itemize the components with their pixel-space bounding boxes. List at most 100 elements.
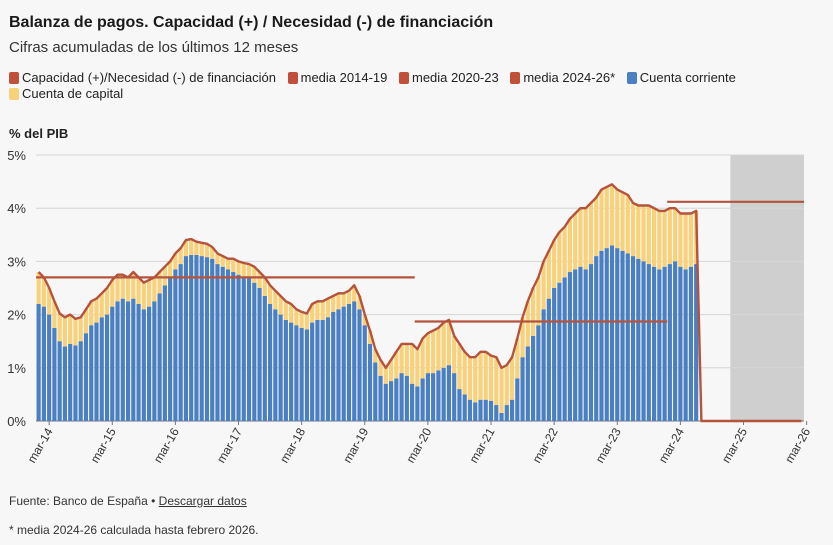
bar-cuenta-corriente [336, 309, 341, 421]
bar-cuenta-corriente [215, 264, 220, 421]
bar-cuenta-corriente [536, 325, 541, 421]
bar-cuenta-capital [473, 357, 478, 403]
bar-cuenta-capital [120, 274, 125, 299]
bar-cuenta-capital [531, 288, 536, 336]
legend-item-media-2020-23[interactable]: media 2020-23 [398, 70, 499, 86]
y-tick-label: 0% [7, 414, 26, 429]
bar-cuenta-corriente [573, 269, 578, 421]
bar-cuenta-capital [310, 303, 315, 323]
bar-cuenta-capital [394, 351, 399, 379]
bar-cuenta-capital [320, 301, 325, 320]
bar-cuenta-corriente [457, 389, 462, 421]
bar-cuenta-capital [646, 205, 651, 265]
bar-cuenta-capital [168, 261, 173, 278]
bar-cuenta-capital [462, 351, 467, 395]
legend-item-cuenta-corriente[interactable]: Cuenta corriente [626, 70, 736, 86]
bar-cuenta-capital [68, 314, 73, 344]
bar-cuenta-capital [641, 205, 646, 262]
bar-cuenta-corriente [578, 266, 583, 421]
bar-cuenta-corriente [141, 309, 146, 421]
bar-cuenta-capital [104, 288, 110, 315]
download-data-link[interactable]: Descargar datos [158, 494, 247, 508]
bar-cuenta-corriente [115, 301, 120, 421]
bar-cuenta-capital [404, 343, 409, 376]
bar-cuenta-corriente [694, 264, 699, 421]
legend-swatch [9, 72, 19, 84]
bar-cuenta-corriente [436, 370, 441, 421]
bar-cuenta-corriente [467, 399, 473, 421]
bar-cuenta-capital [636, 205, 641, 259]
bar-cuenta-capital [252, 266, 257, 283]
bar-cuenta-capital [125, 277, 131, 302]
bar-cuenta-corriente [620, 250, 625, 421]
bar-cuenta-capital [562, 226, 567, 278]
bar-cuenta-corriente [331, 311, 336, 421]
bar-cuenta-capital [236, 261, 241, 275]
bar-cuenta-capital [609, 184, 615, 246]
x-tick-label: mar-25 [719, 425, 750, 465]
bar-cuenta-capital [536, 277, 541, 326]
bar-cuenta-corriente [388, 381, 394, 421]
bar-cuenta-corriente [268, 303, 273, 421]
bar-cuenta-corriente [678, 266, 683, 421]
x-tick-label: mar-22 [530, 425, 561, 465]
legend: Capacidad (+)/Necesidad (-) de financiac… [9, 70, 769, 102]
y-tick-label: 5% [7, 148, 26, 163]
chart-subtitle: Cifras acumuladas de los últimos 12 mese… [9, 39, 299, 56]
bar-cuenta-capital [625, 194, 630, 254]
bar-cuenta-corriente [688, 266, 693, 421]
bar-cuenta-corriente [546, 298, 551, 421]
legend-item-media-2024-26[interactable]: media 2024-26* [510, 70, 615, 86]
bar-cuenta-capital [299, 311, 304, 328]
bar-cuenta-capital [504, 365, 509, 406]
bar-cuenta-corriente [531, 335, 536, 421]
bar-cuenta-corriente [304, 329, 309, 421]
legend-item-media-2014-19[interactable]: media 2014-19 [287, 70, 387, 86]
bar-cuenta-corriente [310, 322, 315, 421]
bar-cuenta-capital [210, 247, 215, 259]
bar-cuenta-corriente [494, 405, 499, 421]
bar-cuenta-corriente [99, 317, 104, 421]
bar-cuenta-corriente [178, 264, 183, 421]
bar-cuenta-capital [615, 189, 620, 249]
x-tick-label: mar-16 [151, 425, 182, 465]
bar-cuenta-corriente [147, 306, 152, 421]
bar-cuenta-capital [457, 343, 462, 390]
bar-cuenta-capital [304, 313, 309, 330]
legend-item-cuenta-capital[interactable]: Cuenta de capital [9, 86, 123, 102]
bar-cuenta-capital [99, 293, 104, 318]
bar-cuenta-corriente [273, 309, 278, 421]
bar-cuenta-capital [662, 210, 667, 267]
bar-cuenta-capital [441, 322, 446, 368]
x-tick-label: mar-19 [340, 425, 371, 465]
bar-cuenta-corriente [136, 303, 141, 421]
bar-cuenta-capital [415, 349, 420, 387]
bar-cuenta-corriente [667, 264, 672, 421]
bar-cuenta-capital [431, 330, 436, 374]
bar-cuenta-corriente [373, 362, 378, 421]
bar-cuenta-capital [373, 349, 378, 363]
bar-cuenta-corriente [583, 269, 588, 421]
bar-cuenta-corriente [52, 327, 57, 421]
legend-swatch [9, 88, 19, 100]
bar-cuenta-corriente [562, 277, 567, 421]
bar-cuenta-capital [83, 309, 89, 334]
bar-cuenta-corriente [515, 378, 520, 421]
y-tick-label: 4% [7, 201, 26, 216]
bar-cuenta-corriente [125, 301, 131, 421]
bar-cuenta-corriente [152, 301, 157, 421]
x-tick-label: mar-14 [25, 425, 56, 465]
bar-cuenta-capital [189, 239, 194, 256]
bar-cuenta-corriente [483, 399, 488, 421]
bar-cuenta-corriente [346, 303, 352, 421]
bar-cuenta-corriente [441, 367, 446, 421]
bar-cuenta-corriente [557, 282, 562, 421]
bar-cuenta-corriente [246, 277, 252, 421]
legend-swatch [287, 72, 298, 84]
bar-cuenta-corriente [520, 357, 525, 421]
bar-cuenta-capital [278, 295, 283, 315]
bar-cuenta-capital [257, 272, 262, 288]
legend-item-total[interactable]: Capacidad (+)/Necesidad (-) de financiac… [9, 70, 276, 86]
bar-cuenta-corriente [673, 261, 678, 421]
bar-cuenta-capital [673, 208, 678, 262]
